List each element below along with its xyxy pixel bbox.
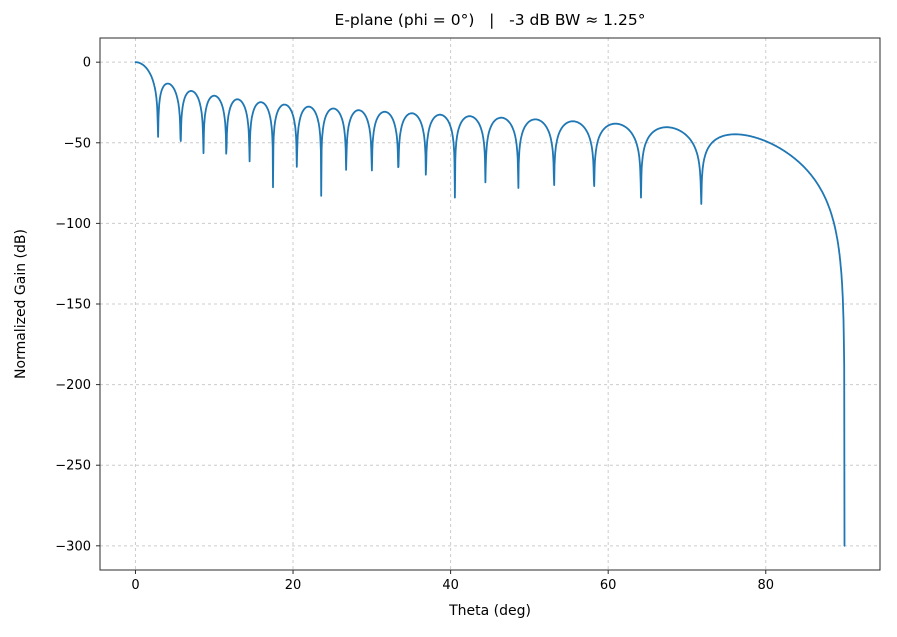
- y-tick-label: −100: [55, 217, 91, 232]
- x-tick-label: 60: [600, 578, 617, 593]
- y-tick-label: −300: [55, 539, 91, 554]
- y-tick-label: −50: [64, 136, 91, 151]
- series-line: [134, 61, 846, 547]
- x-axis-label: Theta (deg): [449, 603, 531, 619]
- y-axis-label: Normalized Gain (dB): [13, 229, 29, 379]
- x-tick-label: 40: [442, 578, 459, 593]
- x-tick-label: 80: [757, 578, 774, 593]
- x-tick-label: 20: [285, 578, 302, 593]
- chart-title: E-plane (phi = 0°) | -3 dB BW ≈ 1.25°: [334, 11, 646, 29]
- y-tick-label: −200: [55, 378, 91, 393]
- y-tick-label: −250: [55, 459, 91, 474]
- x-tick-label: 0: [131, 578, 139, 593]
- y-tick-label: 0: [83, 56, 91, 71]
- y-tick-label: −150: [55, 298, 91, 313]
